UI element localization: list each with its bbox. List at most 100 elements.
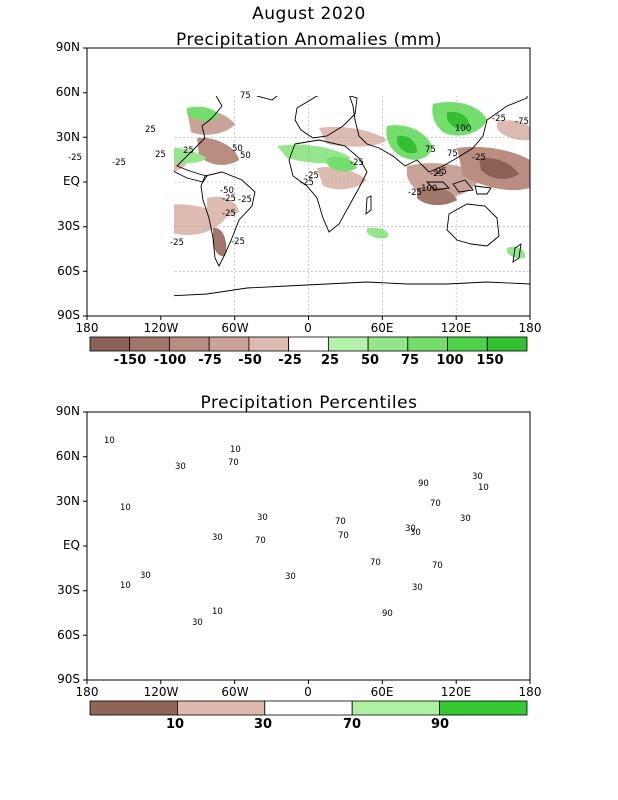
p2-contour-label: 30 — [140, 571, 151, 581]
p2-lon-60E: 60E — [370, 685, 394, 699]
p1-contour-label: 50 — [240, 151, 251, 161]
p1-contour-label: -25 — [222, 209, 236, 219]
p2-contour-label: 90 — [382, 609, 393, 619]
p1-contour-label: 25 — [155, 150, 166, 160]
p2-contour-label: 70 — [338, 531, 349, 541]
p1-contour-label: 50 — [232, 144, 243, 154]
p2-contour-label: 30 — [412, 583, 423, 593]
p2-contour-label: 70 — [335, 517, 346, 527]
cb1-swatch-0 — [89, 336, 131, 352]
p2-contour-label: 30 — [405, 524, 416, 534]
p1-contour-label: -25 — [433, 167, 447, 177]
p1-contour-label: 25 — [183, 146, 194, 156]
cb2-swatch-2 — [264, 700, 353, 716]
cb1-swatch-4 — [248, 336, 290, 352]
panel2-title: Precipitation Percentiles — [200, 393, 418, 413]
p1-contour-label: -25 — [170, 238, 184, 248]
p1-contour-label: -25 — [112, 158, 126, 168]
p1-contour-label: -50 — [220, 186, 234, 196]
anomaly-map — [86, 47, 531, 317]
cb1-swatch-10 — [486, 336, 528, 352]
cb1-swatch-5 — [288, 336, 329, 352]
p1-contour-label: -25 — [231, 237, 245, 247]
main-title: August 2020 — [252, 4, 366, 24]
p1-contour-label: -25 — [472, 153, 486, 163]
p1-lat-90S: 90S — [57, 308, 80, 322]
p1-lat-60N: 60N — [55, 85, 80, 99]
cb1-swatch-2 — [169, 336, 210, 352]
p2-lat-30S: 30S — [57, 583, 80, 597]
cb2-label-90: 90 — [430, 717, 450, 732]
p1-lat-60S: 60S — [57, 264, 80, 278]
p2-contour-label: 10 — [212, 607, 223, 617]
p1-contour-label: -25 — [305, 171, 319, 181]
cb1-swatch-1 — [129, 336, 170, 352]
p2-lat-60S: 60S — [57, 628, 80, 642]
cb1-swatch-8 — [407, 336, 448, 352]
p2-contour-label: 70 — [228, 458, 239, 468]
p2-lat-60N: 60N — [55, 449, 80, 463]
cb1-swatch-7 — [367, 336, 409, 352]
p1-contour-label: -75 — [515, 117, 529, 127]
p2-lon-0: 0 — [304, 685, 312, 699]
p1-lon-60E: 60E — [370, 321, 394, 335]
p2-contour-label: 30 — [460, 514, 471, 524]
cb2-swatch-0 — [89, 700, 178, 716]
p2-contour-label: 30 — [257, 513, 268, 523]
p1-contour-label: -25 — [350, 158, 364, 168]
p1-contour-label: -100 — [418, 184, 437, 194]
p2-contour-label: 70 — [432, 561, 443, 571]
p1-contour-label: -25 — [238, 195, 252, 205]
p1-lat-90N: 90N — [55, 40, 80, 54]
p2-lon-180a: 180 — [75, 685, 99, 699]
p2-contour-label: 30 — [410, 528, 421, 538]
p2-lat-EQ: EQ — [62, 538, 80, 552]
cb1-label-m50: -50 — [238, 353, 262, 368]
p1-contour-label: 75 — [447, 149, 458, 159]
axis-ticks — [83, 47, 531, 684]
p2-contour-label: 10 — [478, 483, 489, 493]
cb2-label-30: 30 — [253, 717, 273, 732]
cb1-label-m150: -150 — [113, 353, 147, 368]
p2-contour-label: 30 — [472, 472, 483, 482]
p2-contour-label: 10 — [120, 503, 131, 513]
p2-contour-label: 70 — [370, 558, 381, 568]
p1-contour-label: -25 — [68, 153, 82, 163]
p2-lat-90N: 90N — [55, 404, 80, 418]
cb1-label-150: 150 — [476, 353, 504, 368]
p2-lat-90S: 90S — [57, 672, 80, 686]
p2-contour-label: 70 — [430, 499, 441, 509]
p2-contour-label: 70 — [255, 536, 266, 546]
cb1-label-m75: -75 — [198, 353, 222, 368]
p1-lat-EQ: EQ — [62, 174, 80, 188]
percentile-map — [86, 411, 531, 681]
p2-contour-label: 30 — [212, 533, 223, 543]
cb2-swatch-3 — [351, 700, 441, 716]
p2-lat-30N: 30N — [55, 494, 80, 508]
p2-contour-label: 10 — [120, 581, 131, 591]
p2-contour-label: 30 — [192, 618, 203, 628]
p1-lon-60W: 60W — [221, 321, 249, 335]
p1-contour-label: 75 — [240, 91, 251, 101]
p1-lat-30S: 30S — [57, 219, 80, 233]
cb1-swatch-9 — [447, 336, 488, 352]
p1-contour-label: 25 — [145, 125, 156, 135]
p1-contour-label: -25 — [430, 169, 444, 179]
p1-lon-180b: 180 — [518, 321, 542, 335]
p2-lon-180b: 180 — [518, 685, 542, 699]
p1-contour-label: 100 — [455, 124, 471, 134]
cb1-label-m25: -25 — [278, 353, 302, 368]
cb2-label-10: 10 — [165, 717, 185, 732]
p1-lon-180a: 180 — [75, 321, 99, 335]
cb2-swatch-1 — [176, 700, 266, 716]
p2-lon-60W: 60W — [221, 685, 249, 699]
p1-lon-120W: 120W — [143, 321, 179, 335]
p1-lon-120E: 120E — [440, 321, 472, 335]
p2-contour-label: 10 — [230, 445, 241, 455]
cb1-label-75: 75 — [400, 353, 420, 368]
anomaly-colorbar — [89, 336, 528, 352]
p2-contour-label: 10 — [104, 436, 115, 446]
cb1-label-m100: -100 — [153, 353, 187, 368]
p1-contour-label: -25 — [300, 178, 314, 188]
cb1-label-25: 25 — [320, 353, 340, 368]
